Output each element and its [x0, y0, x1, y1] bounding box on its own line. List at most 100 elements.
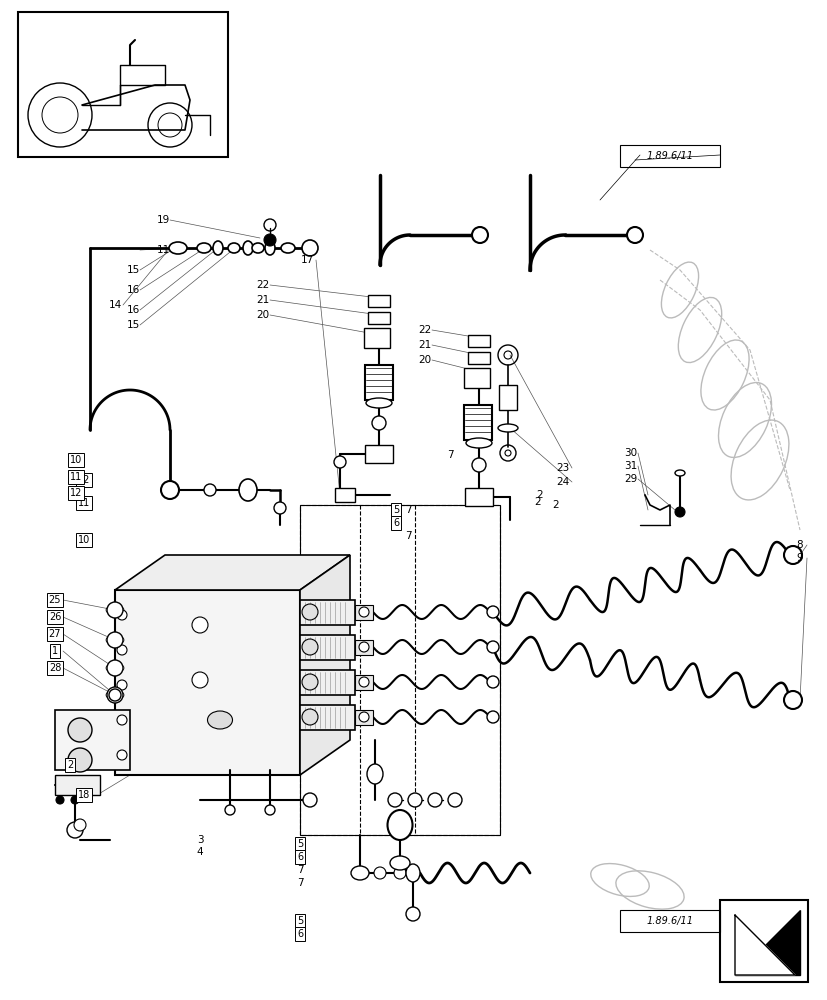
Circle shape	[674, 507, 684, 517]
Text: 7: 7	[296, 865, 303, 875]
Circle shape	[302, 604, 318, 620]
Text: 22: 22	[256, 280, 270, 290]
Ellipse shape	[497, 424, 518, 432]
Ellipse shape	[208, 711, 232, 729]
Ellipse shape	[405, 864, 419, 882]
Text: 16: 16	[127, 285, 140, 295]
Circle shape	[74, 819, 86, 831]
Circle shape	[388, 793, 402, 807]
Text: 10: 10	[69, 455, 82, 465]
Circle shape	[107, 660, 123, 676]
Text: 20: 20	[256, 310, 270, 320]
Text: 7: 7	[404, 531, 411, 541]
Text: 1.89.6/11: 1.89.6/11	[646, 151, 693, 161]
Bar	[467, 352, 490, 364]
Circle shape	[486, 606, 499, 618]
Circle shape	[486, 641, 499, 653]
Text: 11: 11	[78, 498, 90, 508]
Text: 12: 12	[69, 488, 82, 498]
Text: 27: 27	[49, 629, 61, 639]
Circle shape	[107, 602, 123, 618]
Text: 15: 15	[127, 265, 140, 275]
Circle shape	[68, 748, 92, 772]
Bar	[367, 295, 390, 307]
Polygon shape	[734, 915, 794, 975]
Text: 21: 21	[256, 295, 270, 305]
Ellipse shape	[197, 243, 211, 253]
Bar	[55, 710, 130, 770]
Bar	[355, 710, 372, 725]
Circle shape	[471, 458, 485, 472]
Text: 26: 26	[49, 612, 61, 622]
Text: 1: 1	[52, 646, 58, 656]
Circle shape	[302, 240, 318, 256]
Text: 16: 16	[127, 305, 140, 315]
Circle shape	[359, 677, 369, 687]
Text: 21: 21	[418, 340, 431, 350]
Circle shape	[359, 712, 369, 722]
Text: 11: 11	[69, 472, 82, 482]
Text: 3: 3	[197, 835, 203, 845]
Text: 7: 7	[296, 878, 303, 888]
Text: 6: 6	[297, 852, 303, 862]
Ellipse shape	[366, 398, 391, 408]
Circle shape	[56, 796, 64, 804]
Text: 23: 23	[556, 463, 569, 473]
Bar	[619, 145, 719, 167]
Bar	[355, 605, 372, 620]
Bar	[299, 600, 355, 625]
Text: 28: 28	[49, 663, 61, 673]
Text: 19: 19	[156, 215, 170, 225]
Circle shape	[117, 645, 127, 655]
Text: 5: 5	[297, 916, 303, 926]
Polygon shape	[734, 910, 799, 975]
Polygon shape	[115, 555, 350, 590]
Text: 8: 8	[796, 540, 802, 550]
Text: 11: 11	[156, 245, 170, 255]
Circle shape	[68, 718, 92, 742]
Bar	[18, 12, 227, 157]
Circle shape	[117, 680, 127, 690]
Circle shape	[626, 227, 643, 243]
Circle shape	[447, 793, 461, 807]
Ellipse shape	[466, 438, 491, 448]
Ellipse shape	[265, 241, 275, 255]
Circle shape	[117, 610, 127, 620]
Text: 9: 9	[796, 553, 802, 563]
Circle shape	[359, 642, 369, 652]
Bar	[365, 365, 393, 400]
Circle shape	[408, 793, 422, 807]
Circle shape	[374, 867, 385, 879]
Text: 22: 22	[418, 325, 431, 335]
Circle shape	[192, 617, 208, 633]
Bar	[299, 635, 355, 660]
Ellipse shape	[280, 243, 294, 253]
Ellipse shape	[387, 810, 412, 840]
Text: 6: 6	[297, 929, 303, 939]
Circle shape	[107, 687, 123, 703]
Text: 10: 10	[78, 535, 90, 545]
Ellipse shape	[169, 242, 187, 254]
Bar	[364, 328, 390, 348]
Ellipse shape	[227, 243, 240, 253]
Bar	[299, 670, 355, 695]
Bar	[299, 705, 355, 730]
Ellipse shape	[251, 243, 264, 253]
Circle shape	[302, 674, 318, 690]
Circle shape	[333, 456, 346, 468]
Circle shape	[117, 750, 127, 760]
Bar	[365, 445, 393, 463]
Ellipse shape	[239, 479, 256, 501]
Circle shape	[471, 227, 487, 243]
Text: 7: 7	[446, 450, 452, 460]
Circle shape	[302, 709, 318, 725]
Bar	[299, 505, 500, 835]
Circle shape	[225, 805, 235, 815]
Bar	[467, 335, 490, 347]
Circle shape	[160, 481, 179, 499]
Circle shape	[67, 822, 83, 838]
Text: 17: 17	[300, 255, 313, 265]
Circle shape	[302, 639, 318, 655]
Ellipse shape	[351, 866, 369, 880]
Bar	[335, 488, 355, 502]
